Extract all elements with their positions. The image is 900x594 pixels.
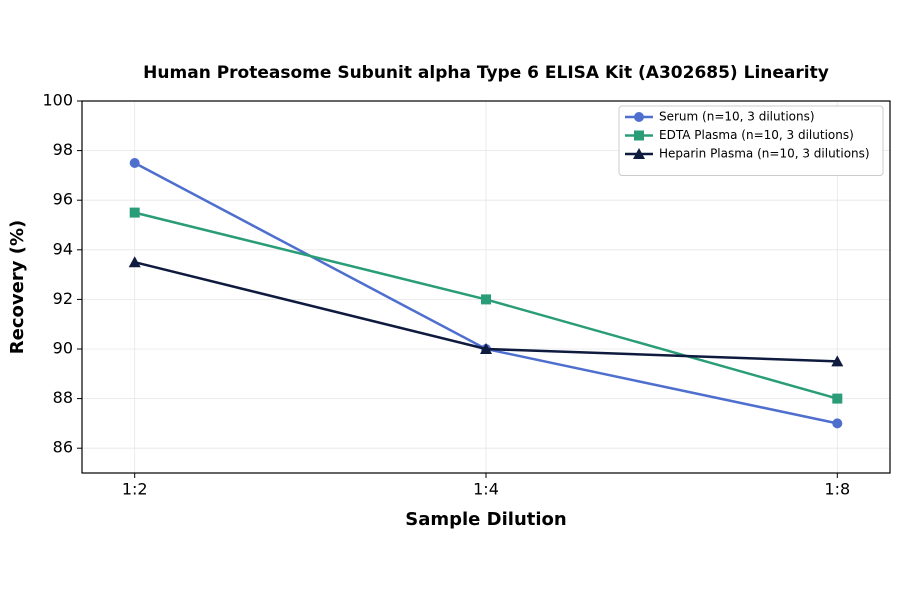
y-tick-label: 90 bbox=[53, 339, 73, 358]
y-tick-label: 86 bbox=[53, 438, 73, 457]
legend-label: Heparin Plasma (n=10, 3 dilutions) bbox=[659, 147, 870, 161]
legend-label: EDTA Plasma (n=10, 3 dilutions) bbox=[659, 128, 854, 142]
marker bbox=[832, 393, 843, 404]
marker bbox=[831, 355, 844, 367]
legend-label: Serum (n=10, 3 dilutions) bbox=[659, 110, 815, 124]
marker bbox=[832, 418, 843, 429]
y-tick-label: 88 bbox=[53, 388, 73, 407]
marker bbox=[633, 148, 645, 159]
plot-frame bbox=[81, 100, 891, 474]
marker bbox=[480, 343, 492, 354]
marker bbox=[129, 207, 140, 218]
x-axis-label: Sample Dilution bbox=[405, 509, 566, 530]
marker bbox=[634, 112, 644, 122]
x-tick-label: 1:4 bbox=[473, 480, 499, 499]
marker bbox=[634, 130, 644, 141]
legend-box bbox=[618, 105, 884, 176]
y-tick-label: 92 bbox=[53, 289, 73, 308]
marker bbox=[481, 294, 491, 305]
chart-title: Human Proteasome Subunit alpha Type 6 EL… bbox=[143, 63, 829, 83]
y-axis-label: Recovery (%) bbox=[7, 220, 28, 354]
x-tick-label: 1:8 bbox=[824, 480, 850, 499]
y-tick-label: 96 bbox=[53, 190, 73, 209]
marker bbox=[128, 256, 141, 268]
y-tick-label: 100 bbox=[42, 91, 73, 110]
y-tick-label: 94 bbox=[53, 239, 73, 258]
marker bbox=[129, 158, 140, 168]
x-tick-label: 1:2 bbox=[122, 480, 148, 499]
y-tick-label: 98 bbox=[53, 140, 73, 159]
